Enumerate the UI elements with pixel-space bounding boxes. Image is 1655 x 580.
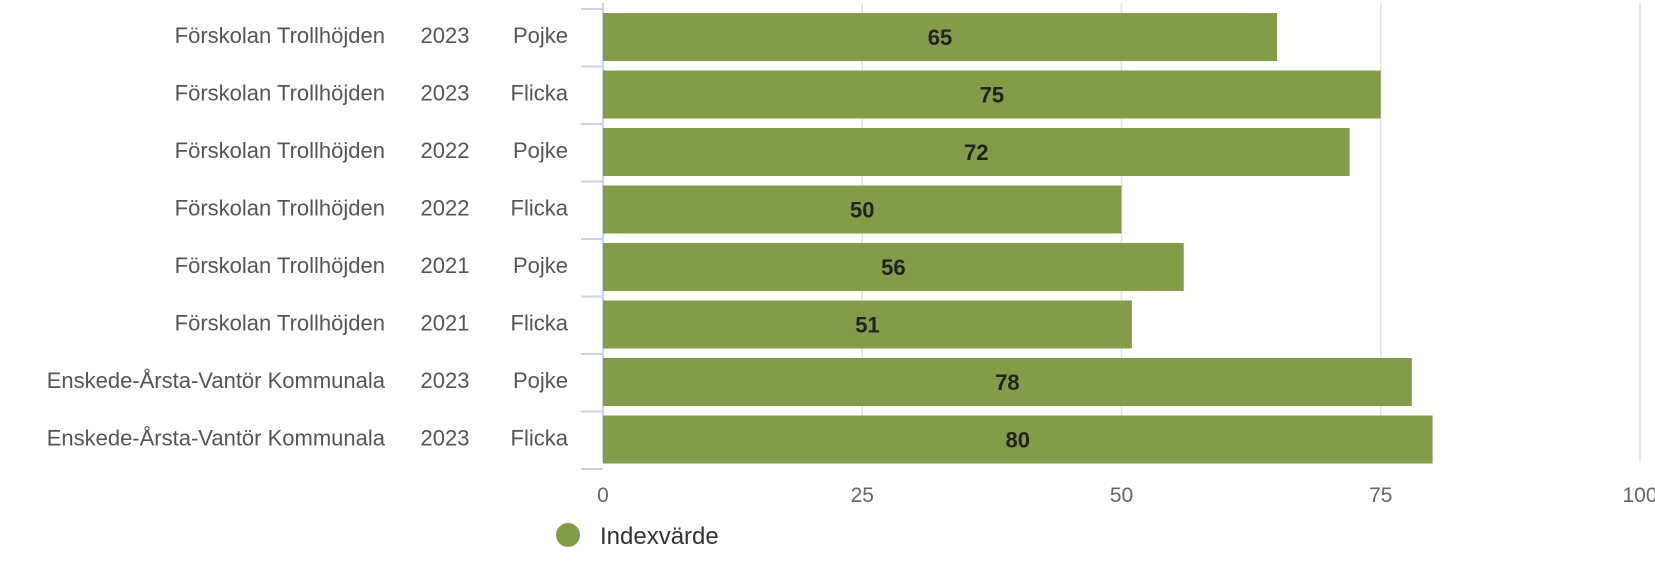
bar[interactable] — [603, 70, 1381, 119]
legend-marker-icon[interactable] — [556, 523, 580, 547]
category-label-unit: Förskolan Trollhöjden — [175, 81, 385, 106]
category-label-unit: Förskolan Trollhöjden — [175, 196, 385, 221]
category-labels: Förskolan Trollhöjden 2023 Pojke Förskolan … — [47, 23, 569, 451]
data-label: 51 — [855, 313, 879, 338]
x-tick-label: 100 — [1622, 484, 1655, 507]
category-label-unit: Förskolan Trollhöjden — [175, 311, 385, 336]
category-label-year: 2021 — [421, 311, 470, 336]
category-label-gender: Pojke — [513, 368, 568, 393]
category-label-year: 2022 — [421, 196, 470, 221]
bar[interactable] — [603, 243, 1184, 291]
category-label-unit: Enskede-Årsta-Vantör Kommunala — [47, 426, 386, 451]
data-label: 78 — [995, 370, 1019, 395]
x-tick-label: 75 — [1369, 484, 1392, 507]
category-label-year: 2023 — [421, 426, 470, 451]
category-label-gender: Flicka — [511, 426, 569, 451]
data-label: 65 — [928, 25, 952, 50]
bar[interactable] — [603, 13, 1278, 61]
data-label: 50 — [850, 198, 874, 223]
data-label: 80 — [1006, 428, 1030, 453]
category-label-unit: Förskolan Trollhöjden — [175, 23, 385, 48]
x-tick-label: 50 — [1110, 484, 1133, 507]
data-label: 56 — [881, 255, 905, 280]
x-axis-ticks: 0 25 50 75 100 — [597, 484, 1655, 507]
bar[interactable] — [603, 300, 1132, 349]
category-label-unit: Enskede-Årsta-Vantör Kommunala — [47, 368, 386, 393]
category-label-gender: Pojke — [513, 23, 568, 48]
category-label-year: 2022 — [421, 138, 470, 163]
data-label: 72 — [964, 140, 988, 165]
legend-label[interactable]: Indexvärde — [600, 523, 719, 550]
category-label-gender: Pojke — [513, 138, 568, 163]
category-label-gender: Flicka — [511, 311, 569, 336]
x-tick-label: 25 — [851, 484, 874, 507]
category-label-year: 2023 — [421, 368, 470, 393]
bars: 65 75 72 50 56 51 78 80 — [603, 13, 1433, 464]
legend[interactable]: Indexvärde — [556, 523, 719, 550]
bar[interactable] — [603, 128, 1350, 176]
bar[interactable] — [603, 358, 1412, 406]
category-label-unit: Förskolan Trollhöjden — [175, 138, 385, 163]
data-label: 75 — [980, 83, 1004, 108]
x-tick-label: 0 — [597, 484, 609, 507]
bar[interactable] — [603, 185, 1122, 234]
bar[interactable] — [603, 415, 1433, 464]
category-label-year: 2021 — [421, 253, 470, 278]
category-label-unit: Förskolan Trollhöjden — [175, 253, 385, 278]
category-label-gender: Flicka — [511, 81, 569, 106]
category-label-gender: Flicka — [511, 196, 569, 221]
category-label-gender: Pojke — [513, 253, 568, 278]
category-label-year: 2023 — [421, 81, 470, 106]
category-label-year: 2023 — [421, 23, 470, 48]
